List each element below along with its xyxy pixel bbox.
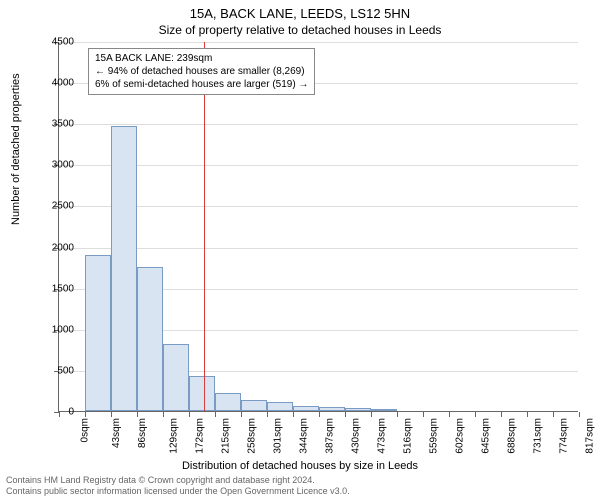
annotation-line1: 15A BACK LANE: 239sqm <box>95 52 308 65</box>
x-tick-label: 387sqm <box>325 418 336 454</box>
x-tick-label: 258sqm <box>247 418 258 454</box>
footer-attribution: Contains HM Land Registry data © Crown c… <box>6 475 350 497</box>
title-subtitle: Size of property relative to detached ho… <box>0 21 600 37</box>
y-tick-label: 2500 <box>34 201 74 212</box>
histogram-bar <box>111 126 137 411</box>
chart-container: 15A, BACK LANE, LEEDS, LS12 5HN Size of … <box>0 0 600 500</box>
histogram-bar <box>189 376 215 411</box>
y-tick-label: 4500 <box>34 37 74 48</box>
x-tick-label: 688sqm <box>507 418 518 454</box>
x-tick-label: 172sqm <box>195 418 206 454</box>
y-tick-label: 0 <box>34 407 74 418</box>
histogram-bar <box>163 344 189 411</box>
x-tick-label: 344sqm <box>299 418 310 454</box>
x-tick-label: 602sqm <box>455 418 466 454</box>
x-tick-label: 215sqm <box>221 418 232 454</box>
x-tick-label: 774sqm <box>559 418 570 454</box>
histogram-bar <box>345 408 371 411</box>
footer-line2: Contains public sector information licen… <box>6 486 350 497</box>
x-tick-label: 559sqm <box>429 418 440 454</box>
histogram-bar <box>371 409 397 411</box>
x-axis-label: Distribution of detached houses by size … <box>0 460 600 472</box>
histogram-bar <box>215 393 241 411</box>
x-tick-label: 0sqm <box>79 418 90 442</box>
x-tick-label: 817sqm <box>585 418 596 454</box>
histogram-bar <box>267 402 293 411</box>
y-tick-label: 2000 <box>34 242 74 253</box>
x-tick-label: 430sqm <box>351 418 362 454</box>
x-tick-label: 301sqm <box>273 418 284 454</box>
y-axis-label: Number of detached properties <box>10 73 22 225</box>
x-tick-label: 86sqm <box>137 418 148 448</box>
annotation-box: 15A BACK LANE: 239sqm ← 94% of detached … <box>88 48 315 95</box>
x-tick-label: 473sqm <box>377 418 388 454</box>
annotation-line3: 6% of semi-detached houses are larger (5… <box>95 78 308 91</box>
histogram-bar <box>241 400 267 412</box>
y-tick-label: 1000 <box>34 324 74 335</box>
x-tick-label: 129sqm <box>169 418 180 454</box>
x-tick-label: 43sqm <box>111 418 122 448</box>
footer-line1: Contains HM Land Registry data © Crown c… <box>6 475 350 486</box>
annotation-line2: ← 94% of detached houses are smaller (8,… <box>95 65 308 78</box>
property-marker-line <box>204 42 205 411</box>
histogram-bar <box>137 267 163 411</box>
x-tick-label: 731sqm <box>533 418 544 454</box>
y-tick-label: 500 <box>34 365 74 376</box>
histogram-bar <box>319 407 345 411</box>
title-address: 15A, BACK LANE, LEEDS, LS12 5HN <box>0 0 600 21</box>
plot-area: 15A BACK LANE: 239sqm ← 94% of detached … <box>58 42 578 412</box>
y-tick-label: 1500 <box>34 283 74 294</box>
x-tick-label: 645sqm <box>481 418 492 454</box>
histogram-bar <box>293 406 319 411</box>
y-tick-label: 3000 <box>34 160 74 171</box>
y-tick-label: 4000 <box>34 78 74 89</box>
x-tick-label: 516sqm <box>403 418 414 454</box>
histogram-bar <box>85 255 111 411</box>
y-tick-label: 3500 <box>34 119 74 130</box>
